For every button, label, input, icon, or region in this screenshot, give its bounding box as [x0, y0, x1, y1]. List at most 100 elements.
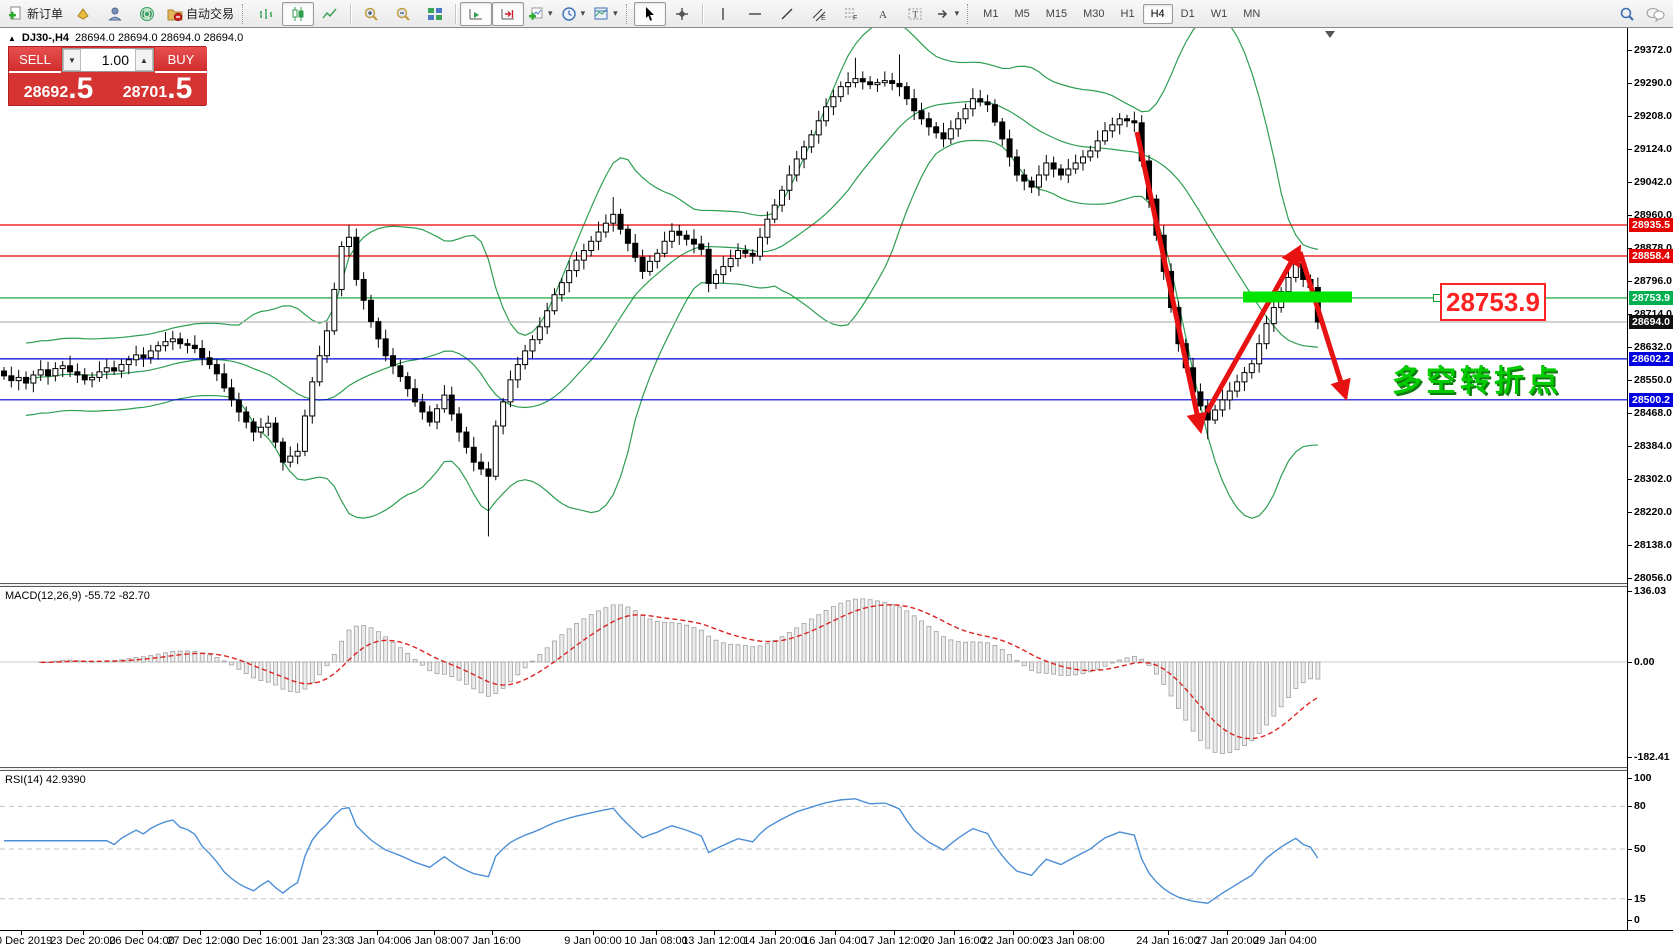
axis-tick-mark [1628, 479, 1632, 481]
periods-button[interactable]: ▾ [557, 2, 590, 26]
volume-decrease-button[interactable]: ▼ [63, 49, 81, 71]
macd-histogram-bar [882, 601, 888, 663]
candlestick-chart[interactable] [0, 28, 1627, 583]
cursor-button[interactable] [633, 1, 666, 26]
ask-pips: .5 [167, 72, 193, 105]
volume-increase-button[interactable]: ▲ [135, 49, 153, 71]
bid-price[interactable]: 28692 .5 [9, 73, 108, 105]
macd-histogram-bar [1234, 661, 1240, 751]
trendline-button[interactable] [771, 2, 803, 26]
candle-body [1006, 138, 1013, 158]
candle-body [676, 230, 683, 236]
add-indicator-button[interactable]: ▾ [524, 2, 557, 26]
period-button-H1[interactable]: H1 [1120, 7, 1135, 20]
macd-histogram-bar [625, 606, 631, 663]
macd-pane[interactable]: MACD(12,26,9) -55.72 -82.70 [0, 587, 1627, 767]
macd-histogram-bar [999, 648, 1005, 663]
dropdown-arrow: ▾ [613, 8, 618, 18]
chart-shift-button[interactable] [492, 1, 525, 26]
sounds-button[interactable] [131, 2, 163, 26]
chat-icon[interactable] [1645, 6, 1665, 22]
candle-body [382, 338, 389, 357]
candle-body [345, 236, 352, 247]
buy-button[interactable]: BUY [155, 47, 207, 73]
macd-histogram-bar [287, 661, 293, 692]
templates-button[interactable]: ▾ [589, 2, 622, 26]
period-button-D1[interactable]: D1 [1180, 7, 1195, 20]
time-tick [321, 931, 322, 935]
macd-histogram-bar [728, 643, 734, 663]
macd-histogram-bar [1117, 659, 1123, 663]
candle-body [8, 375, 15, 382]
macd-chart [0, 598, 1627, 754]
rsi-label: RSI(14) 42.9390 [5, 774, 86, 786]
price-tag-28500.2: 28500.2 [1629, 392, 1673, 407]
bar-chart-button[interactable] [250, 2, 282, 26]
axis-tick-label: 28796.0 [1634, 275, 1672, 288]
metaeditor-button[interactable] [67, 2, 99, 26]
axis-tick-mark [1628, 115, 1632, 117]
turning-point-annotation: 多空转折点 [1392, 365, 1562, 398]
svg-text:E: E [821, 15, 826, 22]
trend-highlight-bar[interactable] [1243, 291, 1352, 303]
tile-windows-button[interactable] [419, 2, 451, 26]
period-button-H4[interactable]: H4 [1142, 3, 1173, 24]
period-button-W1[interactable]: W1 [1210, 7, 1228, 20]
zoom-out-button[interactable] [387, 2, 419, 26]
macd-histogram-bar [1153, 661, 1159, 675]
search-icon[interactable] [1619, 6, 1635, 22]
auto-scroll-button[interactable] [460, 1, 493, 26]
pane-splitter[interactable] [0, 583, 1673, 587]
sell-button[interactable]: SELL [9, 47, 61, 73]
candle-body [566, 270, 573, 284]
macd-histogram-bar [1315, 661, 1321, 680]
macd-histogram-bar [941, 636, 946, 663]
new-order-button[interactable]: 新订单 [4, 2, 67, 26]
main-chart-pane[interactable]: ▲ DJ30-,H4 28694.0 28694.0 28694.0 28694… [0, 28, 1627, 583]
axis-tick-label: 28632.0 [1634, 340, 1672, 353]
community-button[interactable] [99, 2, 131, 26]
candle-body [823, 106, 830, 122]
equidistant-channel-button[interactable]: E [803, 2, 835, 26]
text-button[interactable]: A [867, 2, 899, 26]
crosshair-button[interactable] [666, 2, 698, 26]
autotrading-button[interactable]: 自动交易 [163, 2, 238, 26]
price-axis[interactable]: 29372.0 29290.0 29208.0 29124.0 29042.0 28960… [1627, 28, 1673, 930]
period-button-M15[interactable]: M15 [1045, 7, 1068, 20]
text-label-button[interactable]: T [899, 2, 931, 26]
candle-body [698, 243, 705, 250]
pane-splitter[interactable] [0, 767, 1673, 771]
candle-body [1028, 180, 1035, 188]
period-button-M5[interactable]: M5 [1014, 7, 1030, 20]
candle-body [999, 121, 1006, 140]
candle-body [896, 82, 903, 88]
candle-body [96, 371, 103, 378]
macd-histogram-bar [823, 609, 829, 663]
vertical-line-button[interactable] [707, 2, 739, 26]
arrows-tool-button[interactable]: ▾ [931, 2, 964, 26]
autotrading-label: 自动交易 [186, 7, 235, 21]
period-button-MN[interactable]: MN [1243, 7, 1261, 20]
candlestick-chart-button[interactable] [282, 1, 315, 26]
line-chart-button[interactable] [314, 2, 346, 26]
macd-histogram-bar [816, 614, 822, 663]
tile-windows-icon [428, 7, 443, 20]
candle-body [456, 413, 463, 433]
candle-body [15, 376, 22, 382]
period-button-M1[interactable]: M1 [983, 7, 999, 20]
price-tag-28602.2: 28602.2 [1629, 351, 1673, 366]
candle-body [323, 330, 330, 357]
macd-histogram-bar [735, 644, 741, 663]
period-button-M30[interactable]: M30 [1083, 7, 1105, 20]
rsi-pane[interactable]: RSI(14) 42.9390 [0, 771, 1627, 930]
fibonacci-button[interactable]: F [835, 2, 867, 26]
candle-body [668, 230, 675, 242]
toolbar-separator [350, 3, 352, 24]
ask-price[interactable]: 28701 .5 [108, 73, 207, 105]
horizontal-line-button[interactable] [739, 2, 771, 26]
volume-value[interactable]: 1.00 [81, 49, 135, 71]
collapse-arrow[interactable]: ▲ [8, 33, 16, 43]
zoom-in-button[interactable] [355, 2, 387, 26]
volume-stepper: ▼ 1.00 ▲ [62, 48, 154, 72]
